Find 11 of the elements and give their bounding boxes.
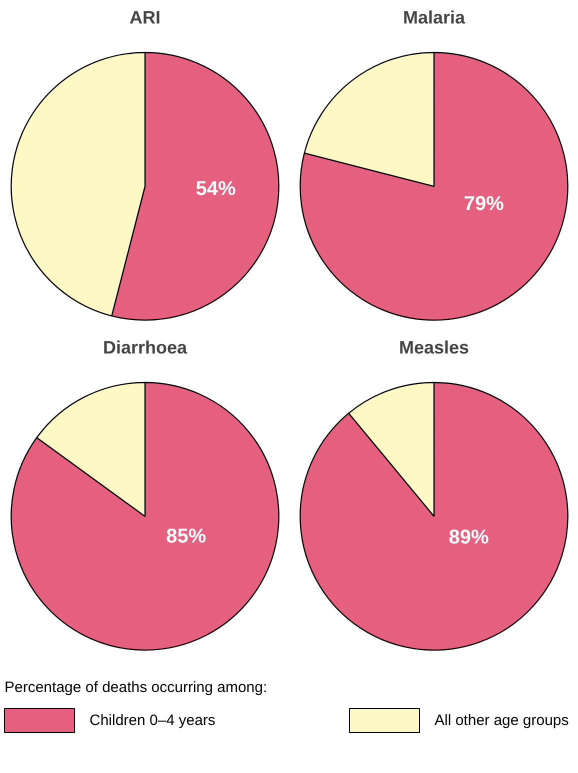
chart-title: Malaria bbox=[402, 8, 466, 28]
legend-title: Percentage of deaths occurring among: bbox=[4, 679, 268, 696]
data-label: 79% bbox=[464, 193, 504, 216]
legend-label: Children 0–4 years bbox=[90, 712, 216, 729]
chart-title: Measles bbox=[398, 338, 470, 358]
data-label: 85% bbox=[166, 525, 206, 548]
legend-label: All other age groups bbox=[434, 712, 569, 729]
chart-title: ARI bbox=[130, 8, 160, 28]
chart-title: Diarrhoea bbox=[102, 338, 188, 358]
data-label: 89% bbox=[448, 526, 489, 549]
data-label: 54% bbox=[196, 178, 236, 200]
